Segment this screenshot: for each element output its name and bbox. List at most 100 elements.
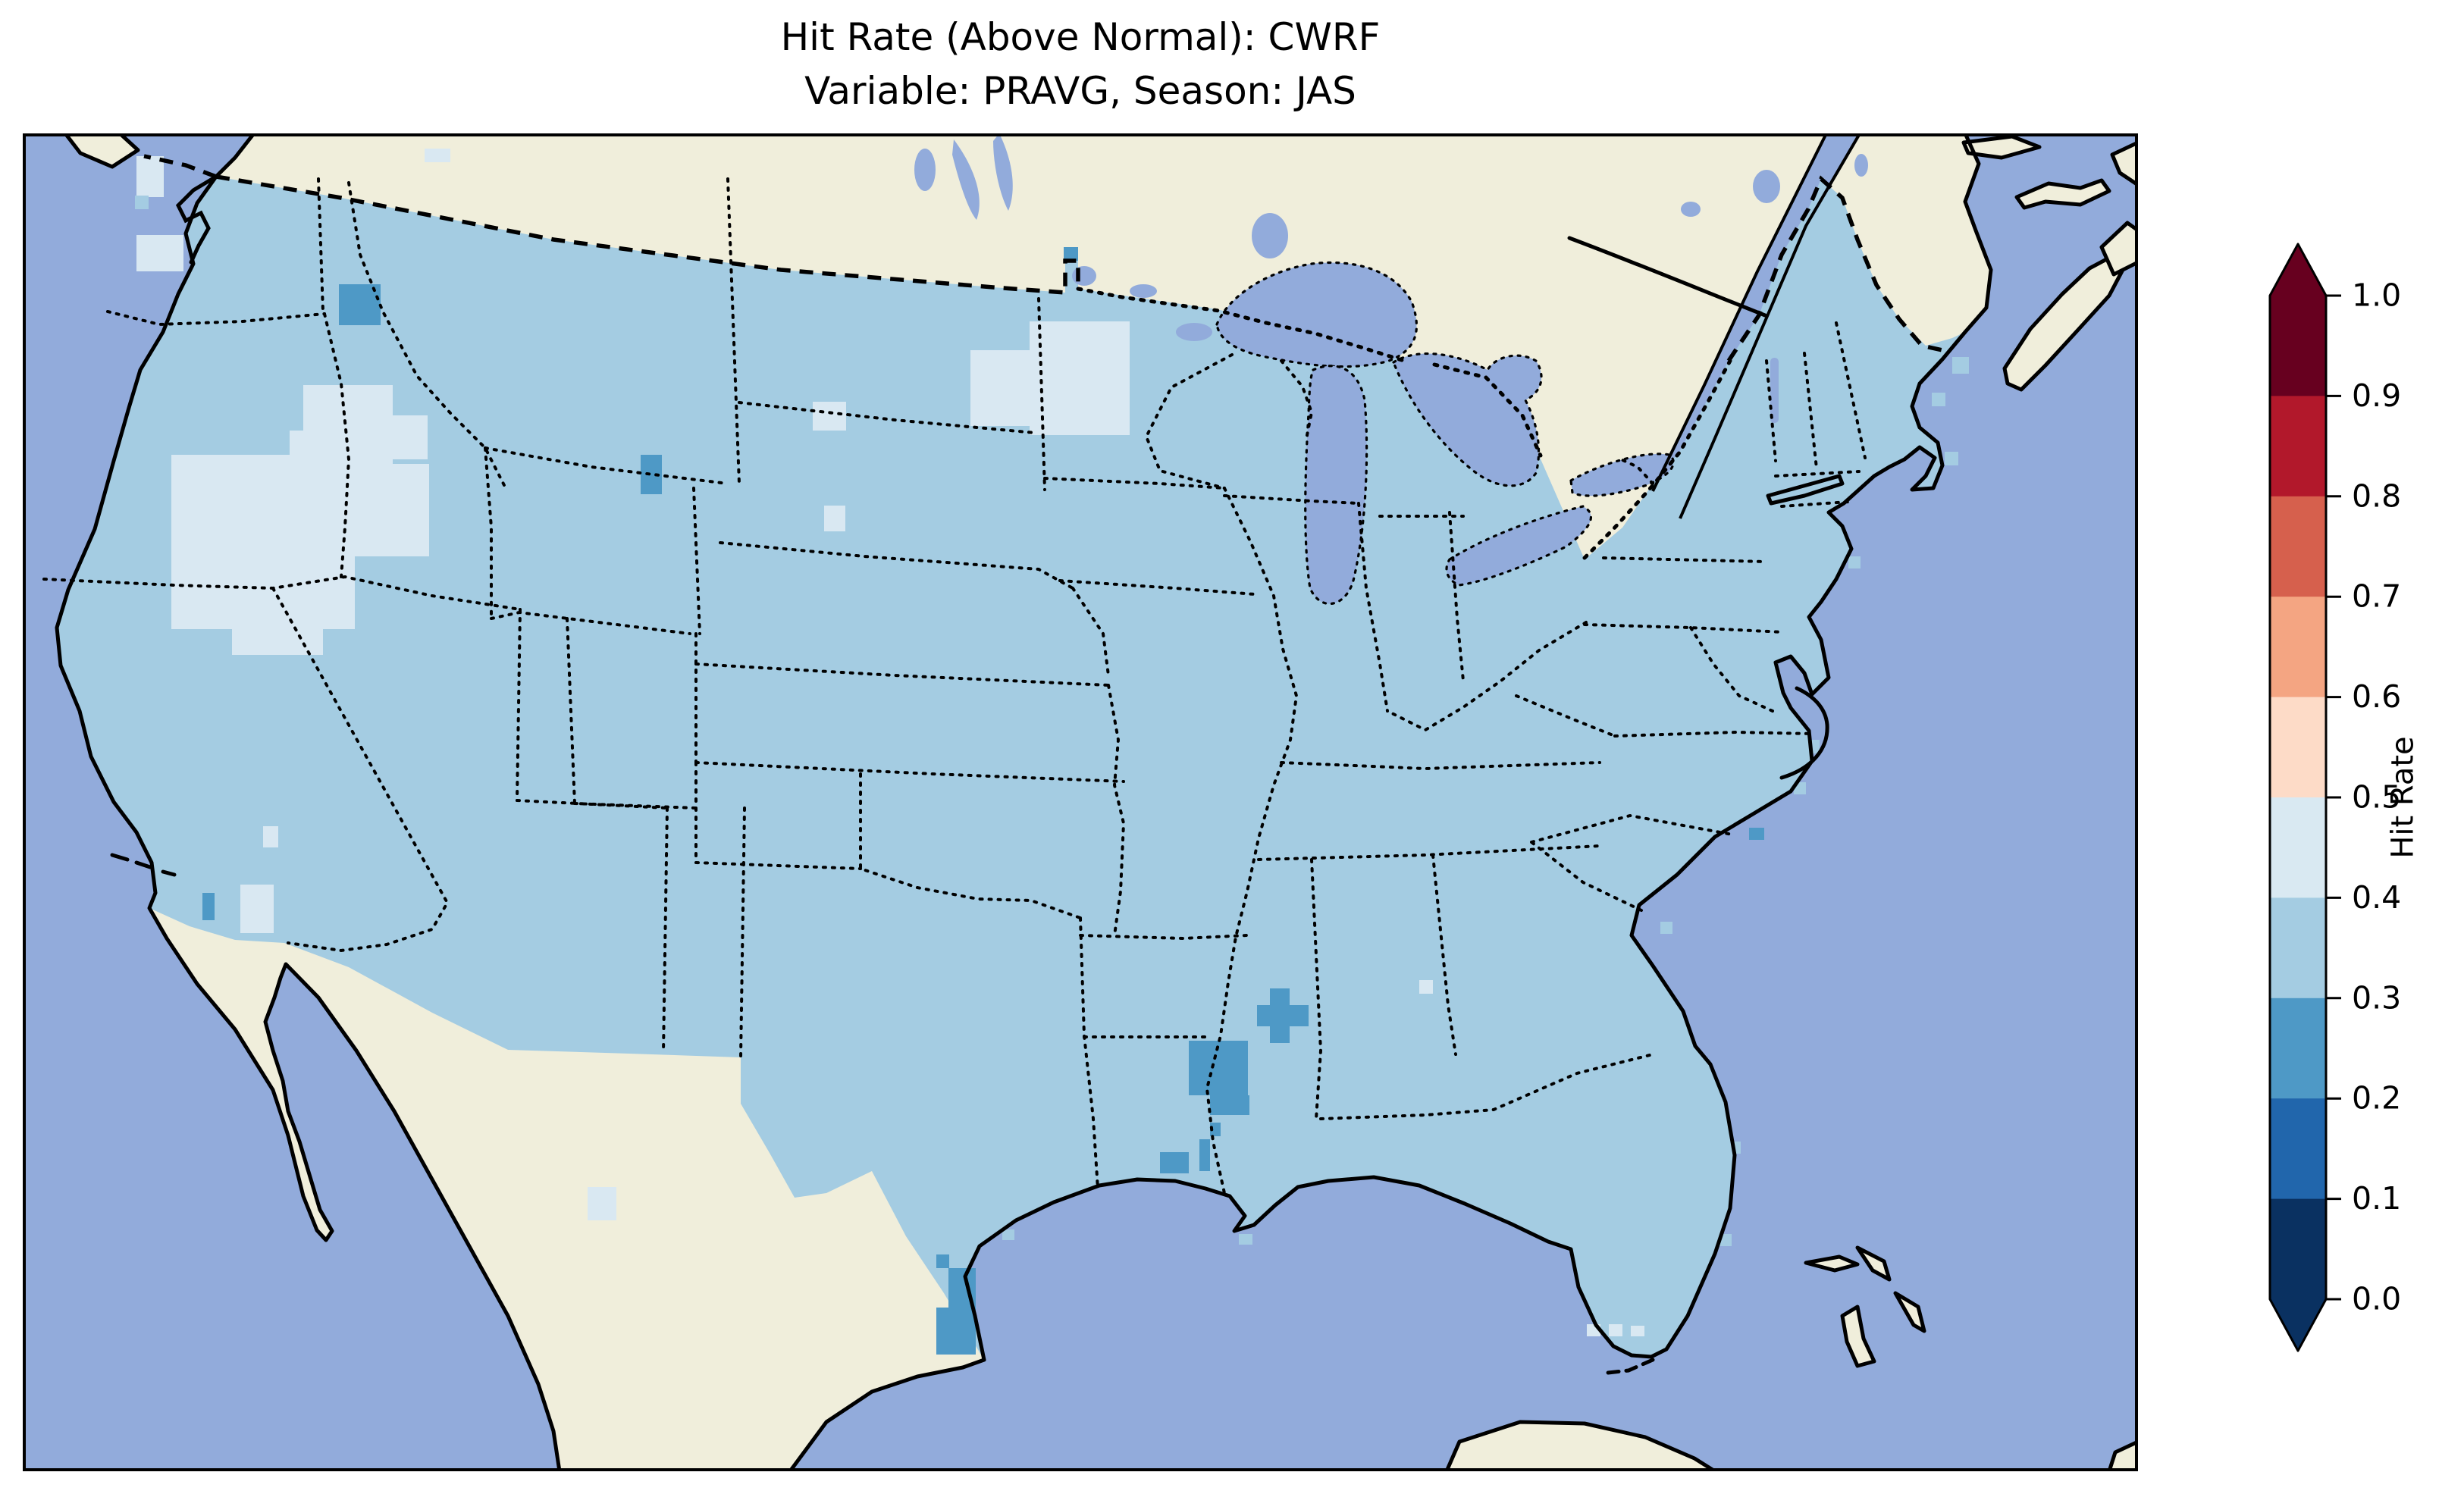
- lake-ontario: [1569, 453, 1675, 497]
- channel-island-2: [134, 860, 152, 869]
- colorbar-segment: [2270, 1198, 2326, 1300]
- hit-rate-cell: [1945, 452, 1958, 465]
- border-through-lakes: [1432, 362, 1543, 458]
- florida-keys: [1599, 1358, 1655, 1376]
- state-border-line: [1144, 353, 1234, 490]
- ottawa-river: [1567, 236, 1767, 318]
- colorbar-extend-over: [2270, 244, 2326, 296]
- prairie-lake: [914, 149, 936, 191]
- anticosti-island: [1961, 134, 2042, 160]
- hit-rate-cell: [1719, 1234, 1732, 1246]
- vancouver-island: [63, 133, 140, 169]
- colorbar-tick-label: 0.1: [2352, 1180, 2401, 1217]
- lake-nipigon: [1252, 213, 1288, 258]
- state-border-line: [1583, 623, 1785, 634]
- state-borders: [42, 177, 1867, 1195]
- state-border-line: [1310, 858, 1323, 1120]
- lake-huron: [1392, 352, 1543, 487]
- state-border-line: [719, 541, 1074, 590]
- lake-erie: [1445, 505, 1592, 587]
- state-border-line: [1079, 916, 1099, 1190]
- border-lakes: [1176, 323, 1212, 341]
- quebec-lake-3: [1854, 154, 1868, 177]
- lake-of-the-woods: [1072, 266, 1096, 286]
- colorbar-segment: [2270, 496, 2326, 598]
- state-border-line: [323, 312, 351, 578]
- state-border-line: [859, 772, 1082, 919]
- map-axes: [23, 133, 2138, 1471]
- state-border-line: [484, 446, 729, 485]
- hit-rate-cell: [391, 415, 428, 459]
- rainy-lake: [1130, 284, 1157, 298]
- hit-rate-cell: [1160, 1152, 1189, 1173]
- state-border-line: [42, 575, 522, 611]
- colorbar-segment: [2270, 797, 2326, 899]
- border-through-lakes: [1582, 359, 1732, 560]
- state-border-line: [1319, 1053, 1654, 1120]
- colorbar-segment: [2270, 296, 2326, 397]
- cuba: [1444, 1420, 1717, 1471]
- state-border-line: [1765, 359, 1777, 462]
- nova-scotia: [2002, 254, 2127, 392]
- hit-rate-cell: [353, 464, 429, 556]
- colorbar-tick-label: 0.3: [2352, 979, 2401, 1016]
- st-lawrence-west-bank: [1651, 134, 1827, 492]
- colorbar: 1.0 0.9 0.8 0.7 0.6 0.5 0.4 0.3 0.2 0.1 0.0: [2244, 227, 2464, 1380]
- state-border-line: [490, 610, 691, 635]
- state-border-line: [1448, 511, 1465, 682]
- colorbar-extend-under: [2270, 1299, 2326, 1351]
- coastlines: [55, 133, 1993, 1471]
- hit-rate-cell: [1199, 1139, 1210, 1171]
- state-border-line: [1613, 730, 1815, 738]
- state-border-line: [1058, 579, 1256, 596]
- state-border-line: [694, 761, 1125, 783]
- colorbar-tick-label: 0.6: [2352, 678, 2401, 715]
- hit-rate-cell: [824, 506, 845, 531]
- state-border-line: [1602, 556, 1768, 563]
- hit-rate-cell: [1749, 828, 1764, 840]
- bahamas-andros: [1840, 1305, 1876, 1368]
- cape-breton: [2099, 221, 2138, 277]
- state-border-line: [1530, 813, 1734, 844]
- state-border-line: [694, 662, 1110, 687]
- hit-rate-cell: [1064, 247, 1078, 261]
- state-border-line: [1043, 477, 1226, 490]
- quebec-lake-2: [1681, 202, 1701, 217]
- hit-rate-cell: [425, 149, 450, 162]
- hit-rate-cell: [232, 628, 323, 655]
- bahamas-abaco: [1855, 1245, 1892, 1282]
- st-lawrence-east-bank: [1679, 133, 1861, 519]
- pacific-coastline: [55, 133, 562, 1471]
- state-border-line: [1530, 841, 1643, 912]
- hit-rate-cell: [1239, 1234, 1252, 1245]
- us-canada-mexico-border: [1726, 175, 1943, 362]
- hit-rate-cell: [1419, 980, 1433, 994]
- hit-rate-cell: [1848, 556, 1861, 568]
- colorbar-tick-label: 0.0: [2352, 1281, 2401, 1317]
- state-border-line: [1803, 352, 1818, 470]
- state-border-line: [1386, 621, 1588, 732]
- colorbar-segment: [2270, 897, 2326, 999]
- channel-island-3: [161, 869, 177, 877]
- hit-rate-cell: [1098, 332, 1130, 420]
- colorbar-segment: [2270, 396, 2326, 497]
- gulf-atlantic-coastline: [788, 133, 1993, 1471]
- hit-rate-cell: [1002, 1229, 1014, 1240]
- colorbar-svg: 1.0 0.9 0.8 0.7 0.6 0.5 0.4 0.3 0.2 0.1 0.0: [2268, 243, 2401, 1352]
- colorbar-segment: [2270, 597, 2326, 698]
- colorbar-tick-label: 0.9: [2352, 377, 2401, 414]
- state-border-line: [1223, 494, 1360, 505]
- colorbar-segment: [2270, 1098, 2326, 1200]
- hit-rate-cell: [135, 196, 149, 209]
- bahamas-grand-bahama: [1804, 1254, 1860, 1273]
- state-border-line: [726, 177, 741, 485]
- state-border-line: [692, 487, 701, 635]
- hit-rate-cell: [1932, 393, 1945, 406]
- lake-superior: [1215, 261, 1418, 368]
- state-border-line: [1431, 853, 1457, 1056]
- colorbar-tick-label: 1.0: [2352, 277, 2401, 314]
- chart-title-line2: Variable: PRAVG, Season: JAS: [804, 69, 1356, 113]
- colorbar-tick-label: 0.7: [2352, 578, 2401, 615]
- state-border-line: [1780, 500, 1850, 508]
- bahamas-eleuthera: [1893, 1291, 1926, 1333]
